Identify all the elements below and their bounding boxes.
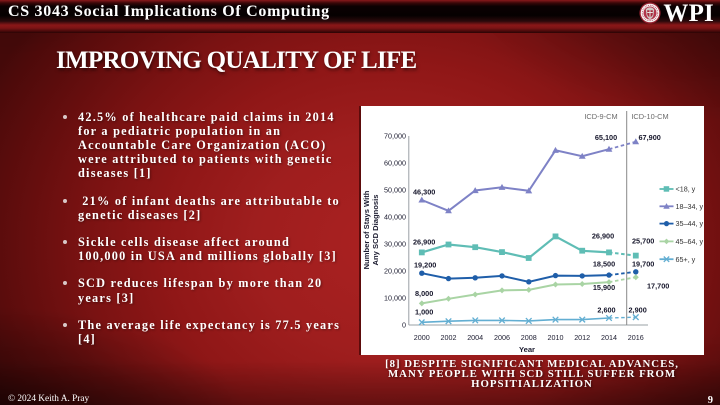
svg-text:18,500: 18,500 <box>592 260 614 269</box>
svg-text:2,600: 2,600 <box>597 306 615 315</box>
svg-text:2,900: 2,900 <box>628 306 646 315</box>
svg-text:2010: 2010 <box>547 333 563 342</box>
svg-text:2000: 2000 <box>413 333 429 342</box>
svg-text:2002: 2002 <box>440 333 456 342</box>
svg-text:ICD-10-CM: ICD-10-CM <box>631 112 668 121</box>
svg-text:50,000: 50,000 <box>384 186 406 195</box>
svg-text:19,200: 19,200 <box>414 261 436 270</box>
svg-text:65+, y: 65+, y <box>675 255 695 264</box>
svg-text:Any SCD Diagnosis: Any SCD Diagnosis <box>371 195 380 266</box>
svg-text:19,700: 19,700 <box>632 260 654 269</box>
svg-text:2004: 2004 <box>467 333 483 342</box>
svg-text:70,000: 70,000 <box>384 132 406 141</box>
svg-text:2014: 2014 <box>601 333 617 342</box>
svg-text:65,100: 65,100 <box>594 133 616 142</box>
svg-text:67,900: 67,900 <box>638 133 660 142</box>
svg-text:ICD-9-CM: ICD-9-CM <box>584 112 617 121</box>
svg-text:2008: 2008 <box>520 333 536 342</box>
svg-text:26,900: 26,900 <box>413 238 435 247</box>
svg-text:46,300: 46,300 <box>413 188 435 197</box>
svg-text:45–64, y: 45–64, y <box>675 237 703 246</box>
svg-text:Number of Stays With: Number of Stays With <box>362 190 371 269</box>
svg-text:<18, y: <18, y <box>675 185 695 194</box>
svg-text:35–44, y: 35–44, y <box>675 219 703 228</box>
svg-text:60,000: 60,000 <box>384 159 406 168</box>
svg-text:2012: 2012 <box>574 333 590 342</box>
svg-text:25,700: 25,700 <box>632 237 654 246</box>
svg-text:20,000: 20,000 <box>384 267 406 276</box>
svg-text:Year: Year <box>518 345 534 354</box>
svg-text:0: 0 <box>402 321 406 330</box>
svg-text:2016: 2016 <box>627 333 643 342</box>
svg-text:15,900: 15,900 <box>592 283 614 292</box>
svg-text:30,000: 30,000 <box>384 240 406 249</box>
svg-text:8,000: 8,000 <box>415 289 433 298</box>
svg-text:1,000: 1,000 <box>415 308 433 317</box>
svg-text:40,000: 40,000 <box>384 213 406 222</box>
svg-text:10,000: 10,000 <box>384 294 406 303</box>
svg-text:18–34, y: 18–34, y <box>675 202 703 211</box>
svg-text:17,700: 17,700 <box>647 282 669 291</box>
svg-text:2006: 2006 <box>494 333 510 342</box>
svg-text:26,900: 26,900 <box>591 232 613 241</box>
